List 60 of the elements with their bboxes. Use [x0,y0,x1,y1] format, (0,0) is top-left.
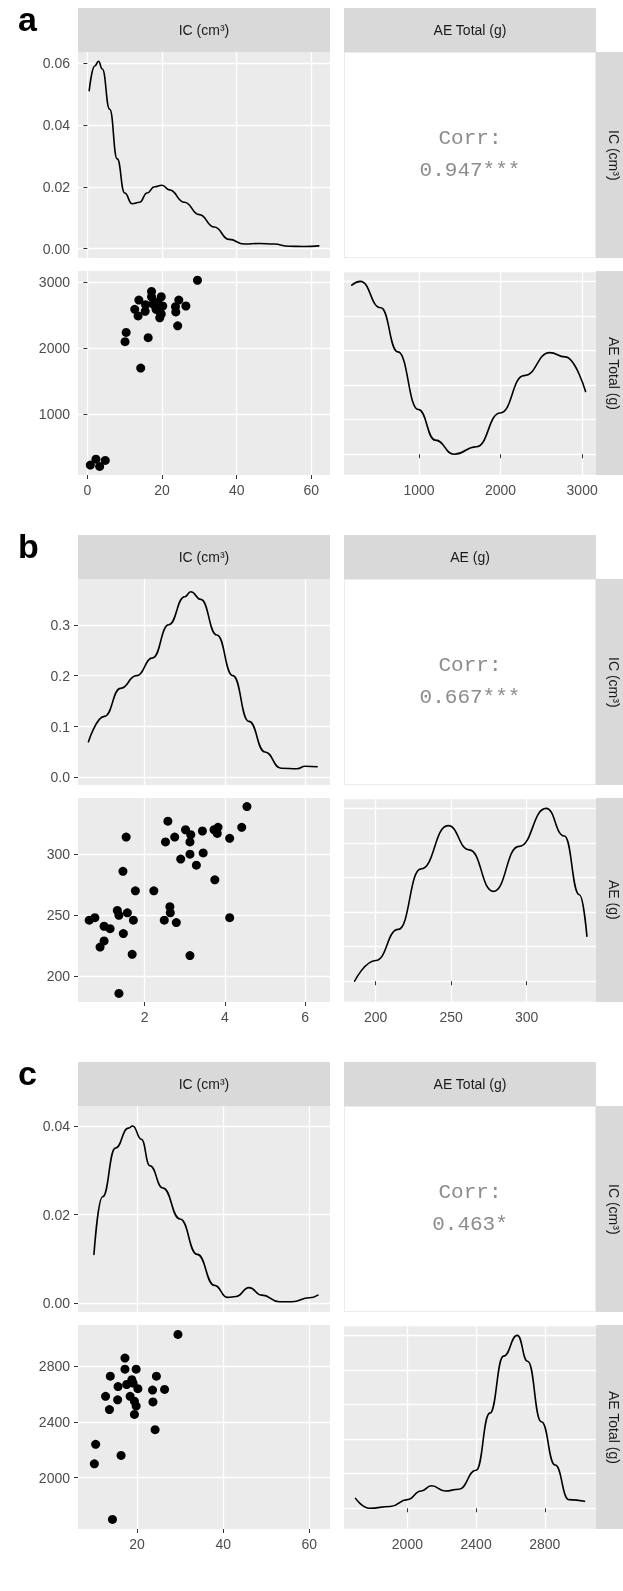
x-tick-label: 60 [303,482,320,498]
y-tick-label: 1000 [38,406,71,423]
text: Corr: [438,653,502,679]
y2-axis-title: AE Total (g) [605,336,622,410]
text: AE (g) [344,535,596,579]
text: IC (cm³) [605,129,622,181]
text: 0.463* [432,1212,508,1238]
y-tick-label: 200 [46,968,71,985]
y-tick-label: 0.02 [42,178,71,195]
x-tick-label: 2800 [529,1536,561,1552]
x-tick-label: 3000 [566,482,598,498]
y-tick-label: 0.00 [42,1295,71,1312]
text: AE Total (g) [344,8,596,52]
x-tick-label: 2 [140,1009,149,1025]
y-tick-label: 0.04 [42,116,71,133]
x-tick-label: 250 [439,1009,464,1025]
text: a [18,0,37,39]
y-tick-label: 0.3 [50,616,71,633]
text: b [18,527,39,566]
chart-title: IC (cm³) [78,8,330,52]
y2-axis-title: AE Total (g) [605,1390,622,1464]
text: Corr: [438,126,502,152]
x-tick-label: 6 [301,1009,310,1025]
x-tick-label: 300 [514,1009,539,1025]
text: 0.947*** [419,158,521,184]
text: c [18,1054,37,1093]
x-tick-label: 2000 [391,1536,424,1552]
chart-title: IC (cm³) [78,535,330,579]
text: 0.667*** [419,685,521,711]
x-tick-label: 0 [83,482,92,498]
y-tick-label: 0.06 [42,54,71,71]
y-tick-label: 2000 [38,340,71,357]
y-tick-label: 0.0 [50,769,71,786]
x-tick-label: 20 [154,482,170,498]
x-tick-label: 40 [215,1536,232,1552]
y-tick-label: 2800 [38,1358,71,1375]
x-tick-label: 1000 [403,482,435,498]
chart-title: IC (cm³) [78,1062,330,1106]
y-tick-label: 0.2 [50,667,71,684]
y-tick-label: 300 [46,846,71,863]
x-tick-label: 20 [129,1536,146,1552]
x-tick-label: 200 [364,1009,388,1025]
x-tick-label: 40 [228,482,245,498]
y-tick-label: 3000 [38,274,71,291]
text: AE Total (g) [344,1062,596,1106]
text: IC (cm³) [605,1183,622,1235]
y-tick-label: 2000 [38,1469,71,1486]
y-tick-label: 2400 [38,1414,71,1431]
y-tick-label: 0.02 [42,1206,71,1223]
x-tick-label: 60 [301,1536,318,1552]
text: IC (cm³) [605,656,622,708]
y2-axis-title: AE (g) [605,880,622,920]
text: Corr: [438,1180,502,1206]
y-tick-label: 250 [46,907,71,924]
x-tick-label: 4 [220,1009,229,1025]
y-tick-label: 0.04 [42,1117,71,1134]
x-tick-label: 2000 [485,482,517,498]
y-tick-label: 0.1 [50,718,71,735]
x-tick-label: 2400 [460,1536,492,1552]
y-tick-label: 0.00 [42,240,71,257]
